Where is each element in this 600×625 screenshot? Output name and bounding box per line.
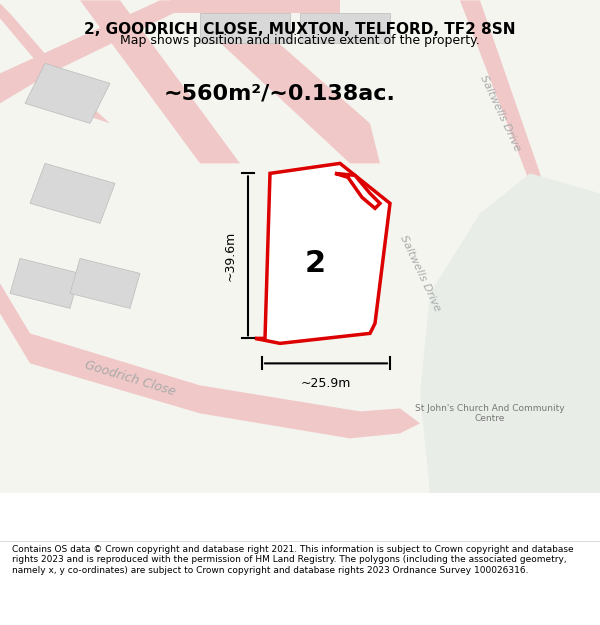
- Text: ~25.9m: ~25.9m: [301, 377, 351, 390]
- Text: 2: 2: [304, 249, 326, 278]
- Text: ~560m²/~0.138ac.: ~560m²/~0.138ac.: [164, 83, 396, 103]
- Text: St John's Church And Community
Centre: St John's Church And Community Centre: [415, 404, 565, 423]
- Polygon shape: [420, 173, 600, 493]
- Text: ~39.6m: ~39.6m: [223, 231, 236, 281]
- Polygon shape: [80, 1, 240, 163]
- Polygon shape: [25, 63, 110, 123]
- Polygon shape: [335, 173, 380, 208]
- Text: Map shows position and indicative extent of the property.: Map shows position and indicative extent…: [120, 34, 480, 48]
- Polygon shape: [0, 283, 420, 438]
- Polygon shape: [440, 1, 600, 413]
- Text: Goodrich Close: Goodrich Close: [83, 358, 177, 398]
- Polygon shape: [30, 163, 115, 223]
- Text: Saltwells Drive: Saltwells Drive: [398, 234, 442, 313]
- Polygon shape: [10, 258, 80, 308]
- Polygon shape: [0, 1, 600, 493]
- Polygon shape: [255, 163, 390, 343]
- Polygon shape: [0, 1, 110, 123]
- Polygon shape: [200, 1, 380, 163]
- Text: 2, GOODRICH CLOSE, MUXTON, TELFORD, TF2 8SN: 2, GOODRICH CLOSE, MUXTON, TELFORD, TF2 …: [84, 22, 516, 37]
- Polygon shape: [200, 13, 290, 43]
- Polygon shape: [170, 1, 340, 13]
- Text: Saltwells Drive: Saltwells Drive: [478, 74, 522, 153]
- Polygon shape: [0, 1, 200, 113]
- Polygon shape: [300, 13, 390, 43]
- Text: Contains OS data © Crown copyright and database right 2021. This information is : Contains OS data © Crown copyright and d…: [12, 545, 574, 574]
- Polygon shape: [70, 258, 140, 308]
